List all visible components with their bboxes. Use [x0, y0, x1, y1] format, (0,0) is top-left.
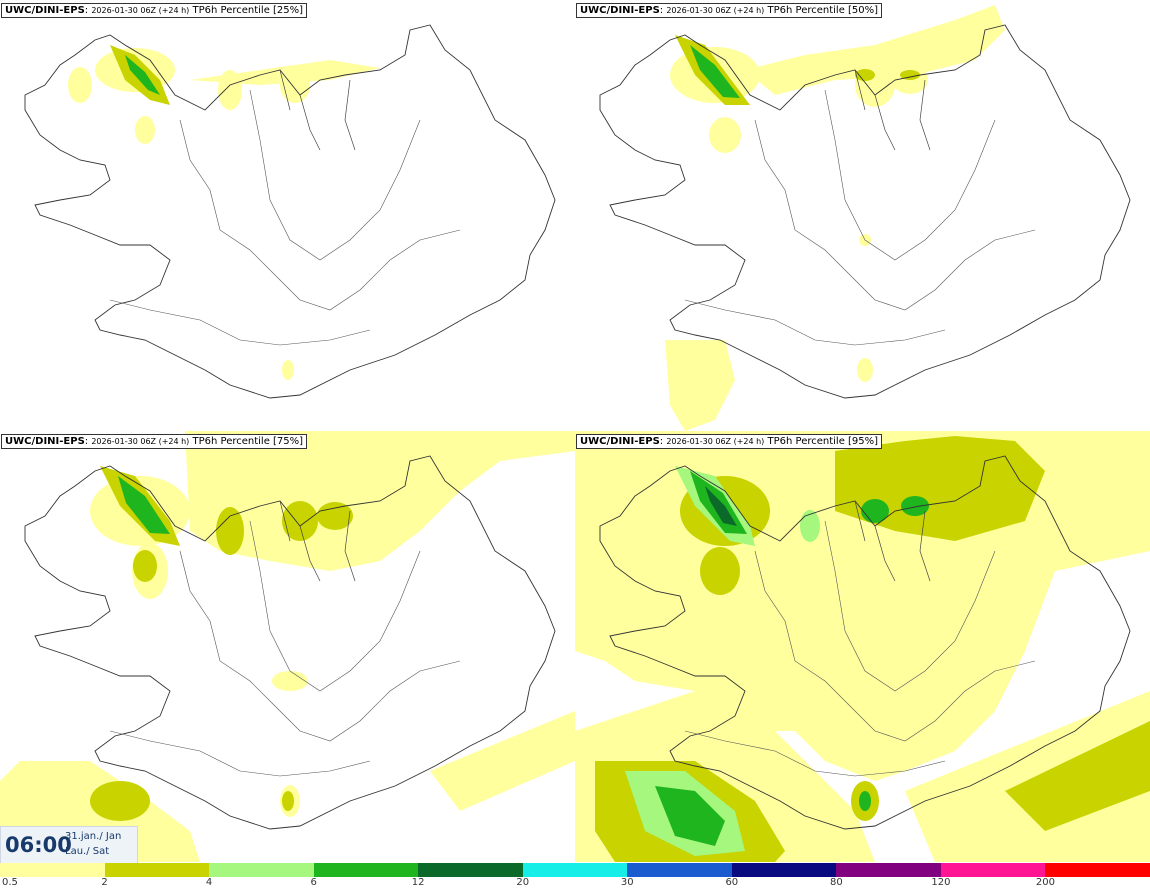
product-name: TP6h Percentile [25%]: [192, 5, 304, 16]
legend-swatch: [0, 863, 105, 877]
legend-swatch: [836, 863, 941, 877]
legend-label: 20: [516, 877, 530, 888]
map-panel-p95: UWC/DINI-EPS: 2026-01-30 06Z (+24 h) TP6…: [575, 431, 1150, 862]
legend-label: 2: [101, 877, 108, 888]
legend-swatch: [313, 863, 419, 877]
legend-label: 6: [310, 877, 317, 888]
legend-label: 60: [725, 877, 739, 888]
precip-map-p75: [0, 431, 575, 862]
run-time: 2026-01-30 06Z (+24 h): [666, 6, 765, 15]
product-name: TP6h Percentile [75%]: [192, 436, 304, 447]
run-time: 2026-01-30 06Z (+24 h): [91, 437, 190, 446]
panel-title: UWC/DINI-EPS: 2026-01-30 06Z (+24 h) TP6…: [576, 3, 883, 18]
legend-swatch: [731, 863, 837, 877]
valid-date: 31.jan./ Jan: [65, 831, 122, 842]
legend-label: 12: [411, 877, 425, 888]
precip-areas: [68, 45, 380, 380]
precip-map-p50: [599, 5, 1131, 431]
legend-swatch: [627, 863, 732, 877]
panel-title: UWC/DINI-EPS: 2026-01-30 06Z (+24 h) TP6…: [576, 434, 883, 449]
legend-swatch: [940, 863, 1046, 877]
panel-title: UWC/DINI-EPS: 2026-01-30 06Z (+24 h) TP6…: [1, 3, 308, 18]
map-panel-p50: UWC/DINI-EPS: 2026-01-30 06Z (+24 h) TP6…: [575, 0, 1150, 431]
map-panel-p75: UWC/DINI-EPS: 2026-01-30 06Z (+24 h) TP6…: [0, 431, 575, 862]
precip-areas: [665, 5, 1005, 431]
legend-label: 4: [205, 877, 213, 888]
legend-bar: [0, 863, 1150, 877]
model-name: UWC/DINI-EPS: [5, 5, 85, 16]
precip-areas: [575, 431, 1150, 862]
precip-map-p25: [24, 24, 556, 399]
model-name: UWC/DINI-EPS: [580, 5, 660, 16]
precip-areas: [0, 431, 575, 862]
legend-swatch: [418, 863, 523, 877]
model-name: UWC/DINI-EPS: [5, 436, 85, 447]
product-name: TP6h Percentile [95%]: [767, 436, 879, 447]
precip-map-p95: [575, 431, 1150, 862]
legend-label: 200: [1035, 877, 1055, 888]
product-name: TP6h Percentile [50%]: [767, 5, 879, 16]
color-legend: 0.5 2 4 6 12 20 30 60 80 120 200: [0, 863, 1150, 891]
valid-time-box: 06:00 31.jan./ Jan Lau./ Sat: [0, 826, 138, 864]
panel-title: UWC/DINI-EPS: 2026-01-30 06Z (+24 h) TP6…: [1, 434, 308, 449]
legend-label: 0.5: [2, 877, 18, 888]
valid-day: Lau./ Sat: [65, 846, 110, 857]
run-time: 2026-01-30 06Z (+24 h): [666, 437, 765, 446]
legend-swatch: [522, 863, 628, 877]
legend-swatch: [209, 863, 314, 877]
run-time: 2026-01-30 06Z (+24 h): [91, 6, 190, 15]
legend-label: 30: [620, 877, 634, 888]
valid-time: 06:00: [5, 833, 72, 857]
map-panel-p25: UWC/DINI-EPS: 2026-01-30 06Z (+24 h) TP6…: [0, 0, 575, 431]
model-name: UWC/DINI-EPS: [580, 436, 660, 447]
legend-swatch: [104, 863, 210, 877]
legend-label: 120: [931, 877, 951, 888]
legend-swatch: [1045, 863, 1150, 877]
legend-label: 80: [829, 877, 843, 888]
